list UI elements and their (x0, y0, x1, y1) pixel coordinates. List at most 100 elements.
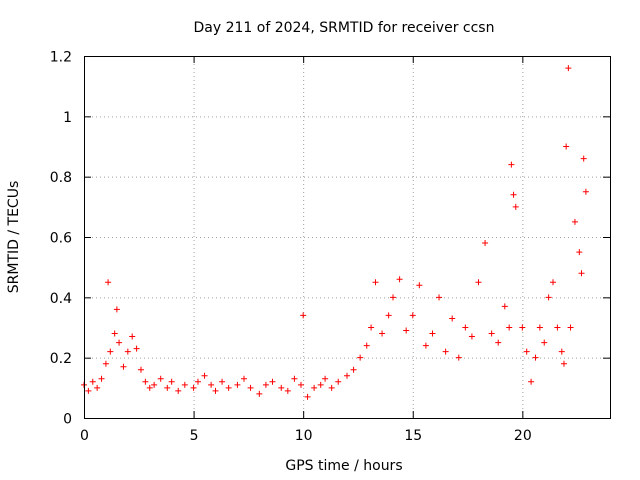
data-point (201, 372, 208, 379)
y-tick-label: 0 (63, 412, 72, 428)
data-point (567, 324, 574, 331)
data-point (379, 330, 386, 337)
data-point (111, 330, 118, 337)
data-point (385, 312, 392, 319)
data-point (449, 315, 456, 322)
chart-title: Day 211 of 2024, SRMTID for receiver ccs… (194, 20, 495, 36)
data-point (181, 381, 188, 388)
data-point (510, 191, 517, 198)
data-point (300, 312, 307, 319)
data-point (506, 324, 513, 331)
data-point (304, 393, 311, 400)
x-tick-label: 15 (404, 428, 422, 444)
data-point (501, 303, 508, 310)
data-point (175, 387, 182, 394)
plot-frame (84, 56, 611, 419)
data-point (563, 143, 570, 150)
y-tick-label: 1 (63, 110, 72, 126)
data-point (311, 384, 318, 391)
data-point (157, 375, 164, 382)
data-point (240, 375, 247, 382)
data-point (475, 279, 482, 286)
data-point (390, 294, 397, 301)
data-point (519, 324, 526, 331)
data-point (528, 378, 535, 385)
y-tick-label: 0.8 (50, 170, 72, 186)
data-point (372, 279, 379, 286)
data-point (554, 324, 561, 331)
x-tick-label: 0 (80, 428, 89, 444)
data-point (541, 339, 548, 346)
data-point (107, 348, 114, 355)
data-point (120, 363, 127, 370)
data-point (164, 384, 171, 391)
data-point (422, 342, 429, 349)
x-axis-label: GPS time / hours (285, 458, 402, 474)
data-point (335, 378, 342, 385)
x-tick-label: 20 (514, 428, 532, 444)
data-point (363, 342, 370, 349)
data-point (105, 279, 112, 286)
y-tick-label: 0.4 (50, 291, 72, 307)
data-point (269, 378, 276, 385)
grid-lines (84, 56, 610, 418)
data-point (512, 203, 519, 210)
data-point (576, 249, 583, 256)
data-point (94, 384, 101, 391)
data-point (328, 384, 335, 391)
data-point (212, 387, 219, 394)
y-tick-label: 0.2 (50, 351, 72, 367)
data-point (137, 366, 144, 373)
data-point (536, 324, 543, 331)
data-point (442, 348, 449, 355)
data-point (297, 381, 304, 388)
data-point (357, 354, 364, 361)
data-point (142, 378, 149, 385)
data-point (545, 294, 552, 301)
x-tick-label: 10 (295, 428, 313, 444)
data-point (247, 384, 254, 391)
data-point (133, 345, 140, 352)
data-point (278, 384, 285, 391)
x-tick-label: 5 (190, 428, 199, 444)
data-point (468, 333, 475, 340)
data-point (322, 375, 329, 382)
data-point (98, 375, 105, 382)
data-point (560, 360, 567, 367)
data-point (578, 270, 585, 277)
data-point (262, 381, 269, 388)
data-point (403, 327, 410, 334)
data-point (523, 348, 530, 355)
data-point (396, 276, 403, 283)
data-point (256, 390, 263, 397)
data-point (151, 381, 158, 388)
data-point (565, 65, 572, 72)
data-point (225, 384, 232, 391)
data-point (116, 339, 123, 346)
data-point (508, 161, 515, 168)
data-point (102, 360, 109, 367)
data-point (571, 218, 578, 225)
data-point (85, 387, 92, 394)
data-point (129, 333, 136, 340)
data-point (168, 378, 175, 385)
data-point (550, 279, 557, 286)
data-point (416, 282, 423, 289)
data-point (582, 188, 589, 195)
data-point (495, 339, 502, 346)
data-point (113, 306, 120, 313)
data-point (234, 381, 241, 388)
data-point (124, 348, 131, 355)
y-tick-label: 1.2 (50, 50, 72, 66)
y-tick-label: 0.6 (50, 231, 72, 247)
data-point (190, 384, 197, 391)
y-axis-label: SRMTID / TECUs (6, 181, 22, 294)
data-point (284, 387, 291, 394)
data-point (208, 381, 215, 388)
data-point (344, 372, 350, 379)
axis-ticks: 0 5 10 15 20 0 0.2 0.4 0.6 0.8 1 1.2 (50, 50, 610, 444)
data-point (146, 384, 153, 391)
data-point (368, 324, 375, 331)
data-series-srmtid (81, 65, 589, 400)
data-point (488, 330, 495, 337)
